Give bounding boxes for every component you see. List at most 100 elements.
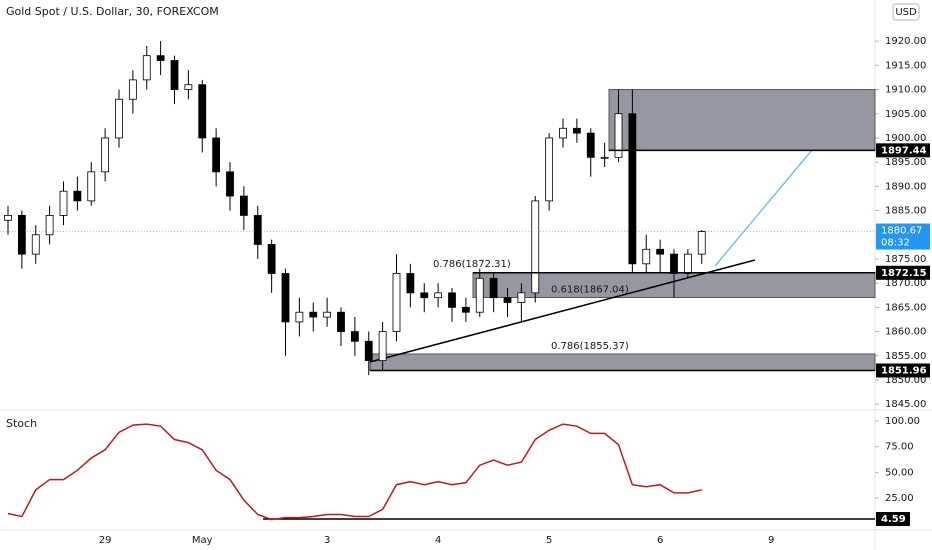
candle-body xyxy=(489,277,498,299)
candle-body xyxy=(461,306,470,313)
candle-body xyxy=(156,55,165,61)
candle-body xyxy=(31,234,40,255)
candle-body xyxy=(420,292,429,299)
y-tick-label: 1895.00 xyxy=(885,157,926,168)
level-tag-label: 1872.15 xyxy=(881,268,927,279)
candle-body xyxy=(656,248,665,255)
candle-body xyxy=(184,84,193,90)
y-tick-label: 75.00 xyxy=(885,442,914,453)
countdown-label: 08:32 xyxy=(881,238,910,249)
level-tag xyxy=(876,363,930,378)
candle-body xyxy=(503,297,512,303)
candle-body xyxy=(350,331,359,342)
x-tick-label: 5 xyxy=(546,535,552,546)
y-tick-label: 1845.00 xyxy=(885,399,926,410)
candle-body xyxy=(17,215,26,255)
candle-body xyxy=(128,79,137,100)
candle-body xyxy=(115,98,123,139)
fib-label: 0.618(1867.04) xyxy=(551,285,629,296)
y-tick-label: 1920.00 xyxy=(885,36,926,47)
x-tick-label: 9 xyxy=(768,535,774,546)
candle-body xyxy=(545,137,554,202)
candle-body xyxy=(59,190,68,216)
zone xyxy=(369,353,876,372)
y-tick-label: 1890.00 xyxy=(885,181,926,192)
candle-body xyxy=(4,215,12,221)
y-tick-label: 25.00 xyxy=(885,493,914,504)
y-tick-label: 1870.00 xyxy=(885,278,926,289)
candle-body xyxy=(170,60,179,90)
level-tag-label: 4.59 xyxy=(881,514,906,525)
candle-body xyxy=(45,215,54,236)
y-tick-label: 1860.00 xyxy=(885,327,926,338)
candle-body xyxy=(87,171,96,202)
zone xyxy=(608,89,876,151)
currency-badge[interactable] xyxy=(892,3,920,21)
y-tick-label: 50.00 xyxy=(885,467,914,478)
candle-body xyxy=(670,253,678,274)
y-tick-label: 1915.00 xyxy=(885,60,926,71)
stoch-line xyxy=(7,423,702,521)
currency-label[interactable]: USD xyxy=(895,7,917,18)
candle-body xyxy=(281,273,290,323)
y-tick-label: 1885.00 xyxy=(885,206,926,217)
candle-body xyxy=(434,292,443,299)
candle-body xyxy=(253,215,262,245)
candle-body xyxy=(517,292,526,303)
level-tag xyxy=(876,512,910,527)
candle-body xyxy=(142,55,151,81)
y-tick-label: 1865.00 xyxy=(885,302,926,313)
x-tick-label: May xyxy=(192,535,213,546)
y-tick-label: 1900.00 xyxy=(885,133,926,144)
y-tick-label: 1850.00 xyxy=(885,375,926,386)
candle-body xyxy=(448,292,456,308)
candle-body xyxy=(212,137,221,173)
level-tag xyxy=(876,143,930,158)
candle-body xyxy=(364,340,373,362)
projection xyxy=(714,149,813,267)
fib-label: 0.786(1855.37) xyxy=(551,341,629,352)
x-tick-label: 3 xyxy=(324,535,330,546)
level-tag-label: 1897.44 xyxy=(881,145,927,156)
price-tag xyxy=(876,223,930,250)
candle-body xyxy=(295,311,304,323)
x-tick-label: 29 xyxy=(99,535,112,546)
x-tick-label: 4 xyxy=(435,535,441,546)
candle-body xyxy=(572,127,581,134)
candle-body xyxy=(239,195,248,216)
candle-body xyxy=(378,331,387,362)
candle-body xyxy=(614,113,623,158)
level-tag xyxy=(876,265,930,280)
candle-body xyxy=(559,127,567,139)
indicator-title: Stoch xyxy=(6,417,37,430)
price-tag-label: 1880.67 xyxy=(881,226,922,237)
y-tick-label: 1910.00 xyxy=(885,85,926,96)
y-tick-label: 1905.00 xyxy=(885,109,926,120)
y-tick-label: 1875.00 xyxy=(885,254,926,265)
candle-body xyxy=(406,273,415,294)
x-tick-label: 6 xyxy=(657,535,663,546)
candle-body xyxy=(475,277,484,313)
candle-body xyxy=(642,248,651,265)
candle-body xyxy=(628,113,637,265)
candle-body xyxy=(697,231,706,255)
level-tag-label: 1851.96 xyxy=(881,366,927,377)
candle-body xyxy=(73,190,82,202)
candle-body xyxy=(683,253,692,274)
candle-body xyxy=(101,137,110,173)
candle-body xyxy=(586,132,595,158)
y-tick-label: 1855.00 xyxy=(885,351,926,362)
candle-body xyxy=(600,156,609,159)
candle-body xyxy=(337,311,345,332)
candle-body xyxy=(323,311,332,318)
candle-body xyxy=(267,244,276,274)
candle-body xyxy=(531,200,540,294)
chart-title: Gold Spot / U.S. Dollar, 30, FOREXCOM xyxy=(6,5,219,18)
fib-label: 0.786(1872.31) xyxy=(433,259,511,270)
candle-body xyxy=(309,311,318,318)
y-tick-label: 100.00 xyxy=(885,416,920,427)
trendline xyxy=(369,259,756,363)
candle-body xyxy=(226,171,234,197)
candle-body xyxy=(198,84,207,139)
